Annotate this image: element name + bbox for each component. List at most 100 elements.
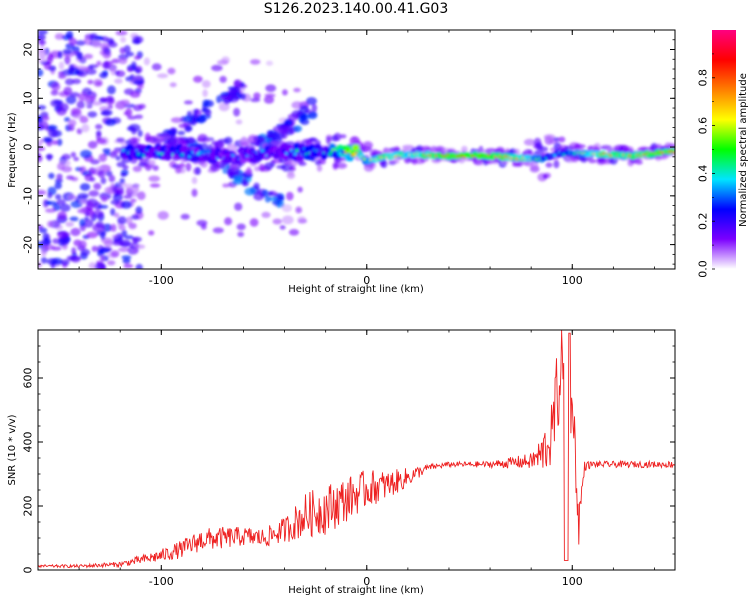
noise-blob xyxy=(68,119,77,127)
noise-blob xyxy=(293,87,301,93)
ridge-halo xyxy=(540,146,548,152)
noise-blob xyxy=(222,183,230,188)
ridge-halo xyxy=(246,166,252,175)
noise-blob xyxy=(73,156,80,162)
noise-blob xyxy=(123,194,133,199)
noise-blob xyxy=(38,115,44,124)
noise-blob xyxy=(100,177,107,185)
ridge-halo xyxy=(132,165,142,172)
ridge-halo xyxy=(139,158,150,166)
x-tick-label: -100 xyxy=(149,274,174,287)
branch-blob xyxy=(289,127,295,135)
y-tick-label: 20 xyxy=(22,43,35,57)
ridge-halo xyxy=(185,137,196,144)
noise-blob xyxy=(126,67,134,73)
branch-blob xyxy=(253,182,260,189)
noise-blob xyxy=(40,250,47,257)
ridge-halo-core xyxy=(672,149,675,155)
ridge-halo xyxy=(588,159,597,164)
noise-blob xyxy=(79,183,91,191)
noise-blob xyxy=(128,137,141,143)
noise-blob xyxy=(125,108,133,117)
noise-blob xyxy=(38,262,42,268)
noise-blob xyxy=(57,50,63,59)
noise-blob xyxy=(170,117,183,123)
noise-blob xyxy=(95,124,103,130)
noise-blob xyxy=(253,92,261,100)
ridge-halo xyxy=(174,165,182,174)
noise-blob xyxy=(48,129,58,138)
noise-blob xyxy=(272,218,283,225)
x-tick-label: 100 xyxy=(562,274,583,287)
snr-ticks: -100 0 100 0 200 400 600 xyxy=(22,329,675,588)
noise-blob xyxy=(201,80,211,88)
noise-blob xyxy=(202,89,208,98)
noise-blob xyxy=(54,33,65,40)
branch-blob xyxy=(278,124,290,134)
noise-blob xyxy=(87,111,98,118)
ridge-halo xyxy=(147,159,156,166)
noise-blob xyxy=(56,138,63,146)
noise-blob xyxy=(107,104,113,109)
spectrogram-x-axis-label: Height of straight line (km) xyxy=(288,284,424,295)
noise-blob xyxy=(47,124,58,131)
y-tick-label: -20 xyxy=(22,236,35,254)
noise-blob xyxy=(295,206,303,214)
noise-blob xyxy=(120,200,132,209)
noise-blob xyxy=(281,204,293,213)
x-tick-label: 0 xyxy=(363,274,370,287)
noise-blob xyxy=(99,72,108,79)
ridge-core xyxy=(291,149,296,152)
noise-blob xyxy=(70,151,77,158)
noise-blob xyxy=(122,258,131,264)
noise-blob xyxy=(95,36,105,41)
ridge-halo xyxy=(543,172,551,179)
ridge-core xyxy=(229,151,233,154)
noise-blob xyxy=(42,115,50,121)
ridge-halo xyxy=(333,132,342,142)
noise-blob xyxy=(69,92,80,98)
noise-blob xyxy=(132,237,139,244)
ridge-halo xyxy=(635,160,643,165)
noise-blob xyxy=(261,211,271,218)
noise-blob xyxy=(264,93,276,98)
noise-blob xyxy=(132,248,138,254)
noise-blob xyxy=(38,224,44,230)
noise-blob xyxy=(148,175,160,182)
noise-blob xyxy=(123,263,134,269)
noise-blob xyxy=(119,100,131,107)
noise-blob xyxy=(180,213,190,220)
noise-blob xyxy=(58,71,64,76)
ridge-halo xyxy=(289,165,296,172)
branch-blob xyxy=(268,196,278,201)
noise-blob xyxy=(52,238,61,245)
noise-blob xyxy=(78,208,87,214)
noise-blob xyxy=(102,49,112,59)
branch-blob xyxy=(205,109,212,116)
noise-blob xyxy=(55,194,62,200)
noise-blob xyxy=(279,225,286,230)
noise-blob xyxy=(64,117,71,122)
noise-blob xyxy=(88,190,100,197)
branch-blob xyxy=(287,113,299,122)
ridge-core xyxy=(143,153,148,157)
noise-blob xyxy=(143,57,150,66)
noise-blob xyxy=(100,111,111,116)
noise-blob xyxy=(38,34,46,41)
branch-blob xyxy=(300,114,308,121)
noise-blob xyxy=(60,238,69,246)
noise-blob xyxy=(83,219,94,228)
noise-blob xyxy=(45,208,57,213)
noise-blob xyxy=(114,70,120,75)
y-tick-label: 200 xyxy=(22,496,35,517)
noise-blob xyxy=(106,95,114,103)
ridge-halo xyxy=(574,144,586,149)
ridge-halo xyxy=(200,160,208,168)
noise-blob xyxy=(102,223,113,232)
noise-blob xyxy=(97,249,104,257)
ridge-halo xyxy=(122,165,129,170)
noise-blob xyxy=(50,90,59,96)
x-tick-label: 0 xyxy=(363,575,370,588)
snr-panel: -100 0 100 0 200 400 600 Height of straight li… xyxy=(7,329,676,596)
ridge-halo xyxy=(314,140,321,146)
